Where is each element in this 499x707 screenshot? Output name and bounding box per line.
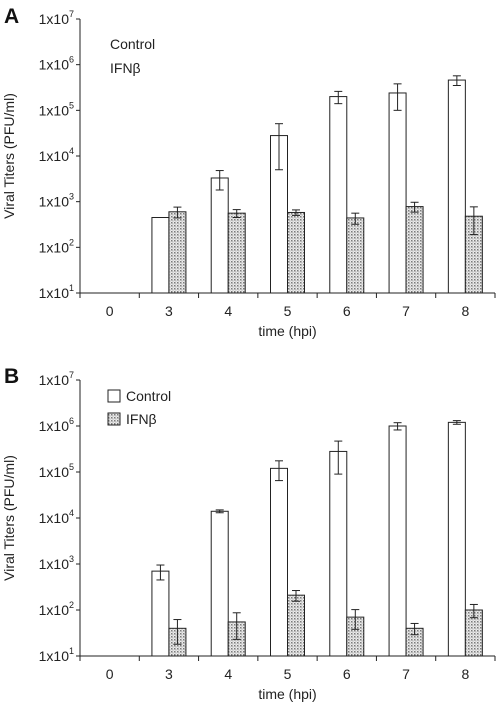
bar-control [388, 92, 407, 294]
x-tick-label: 4 [224, 303, 232, 319]
legend-label: IFNβ [126, 411, 157, 427]
bar-control [329, 96, 348, 294]
y-tick-label: 1x102 [39, 237, 74, 255]
x-tick-label: 5 [284, 666, 292, 682]
y-axis-title: Viral Titers (PFU/ml) [1, 93, 17, 219]
legend-label: Control [126, 388, 171, 404]
y-tick-label: 1x106 [39, 416, 74, 434]
x-axis-title: time (hpi) [258, 686, 316, 702]
y-tick-label: 1x105 [39, 100, 74, 118]
bar-ifnb [168, 211, 187, 294]
legend-swatch [107, 389, 121, 403]
bar-ifnb [287, 211, 305, 294]
bar-ifnb [346, 217, 365, 294]
x-tick-label: 3 [165, 666, 173, 682]
x-tick-label: 3 [165, 303, 173, 319]
bar-ifnb [287, 594, 305, 657]
y-tick-label: 1x101 [39, 646, 74, 664]
bar-control [151, 217, 170, 294]
chart-panel-a: A 1x101 1x102 1x103 1x104 1x105 1x106 1x107 0 3 4 5… [1, 5, 496, 339]
y-tick-label: 1x107 [39, 9, 74, 27]
bar-control [447, 421, 466, 657]
x-tick-label: 0 [106, 666, 114, 682]
x-tick-label: 5 [284, 303, 292, 319]
y-tick-label: 1x101 [39, 283, 74, 301]
legend: Control IFNβ [107, 388, 171, 427]
panel-letter: B [4, 365, 19, 388]
y-tick-label: 1x103 [39, 192, 74, 210]
bar-ifnb [227, 212, 246, 294]
x-tick-label: 0 [106, 303, 114, 319]
x-tick-label: 4 [224, 666, 232, 682]
x-tick-label: 7 [402, 666, 410, 682]
bar-control [151, 570, 170, 657]
legend-label: IFNβ [110, 60, 141, 76]
y-tick-label: 1x104 [39, 508, 74, 526]
x-tick-label: 6 [343, 303, 351, 319]
x-tick-label: 8 [461, 303, 469, 319]
bar-control [388, 425, 407, 657]
bar-control [329, 450, 348, 657]
y-tick-label: 1x106 [39, 55, 74, 73]
legend: Control IFNβ [110, 36, 155, 76]
bar-control [270, 467, 288, 657]
x-axis-title: time (hpi) [258, 323, 316, 339]
y-tick-label: 1x104 [39, 146, 74, 164]
x-tick-label: 7 [402, 303, 410, 319]
x-tick-label: 8 [461, 666, 469, 682]
bar-control [447, 79, 466, 294]
bar-ifnb [405, 206, 424, 294]
y-tick-label: 1x105 [39, 462, 74, 480]
y-tick-label: 1x103 [39, 554, 74, 572]
legend-label: Control [110, 36, 155, 52]
y-tick-label: 1x107 [39, 370, 74, 388]
panel-letter: A [4, 5, 19, 28]
x-tick-label: 6 [343, 666, 351, 682]
y-axis-title: Viral Titers (PFU/ml) [1, 455, 17, 581]
y-tick-label: 1x102 [39, 600, 74, 618]
bar-control [210, 177, 229, 294]
chart-panel-b: B 1x101 1x102 1x103 1x104 1x105 1x106 1x107 0 3 4 5… [1, 365, 496, 702]
bar-control [210, 510, 229, 657]
legend-swatch [107, 412, 121, 426]
